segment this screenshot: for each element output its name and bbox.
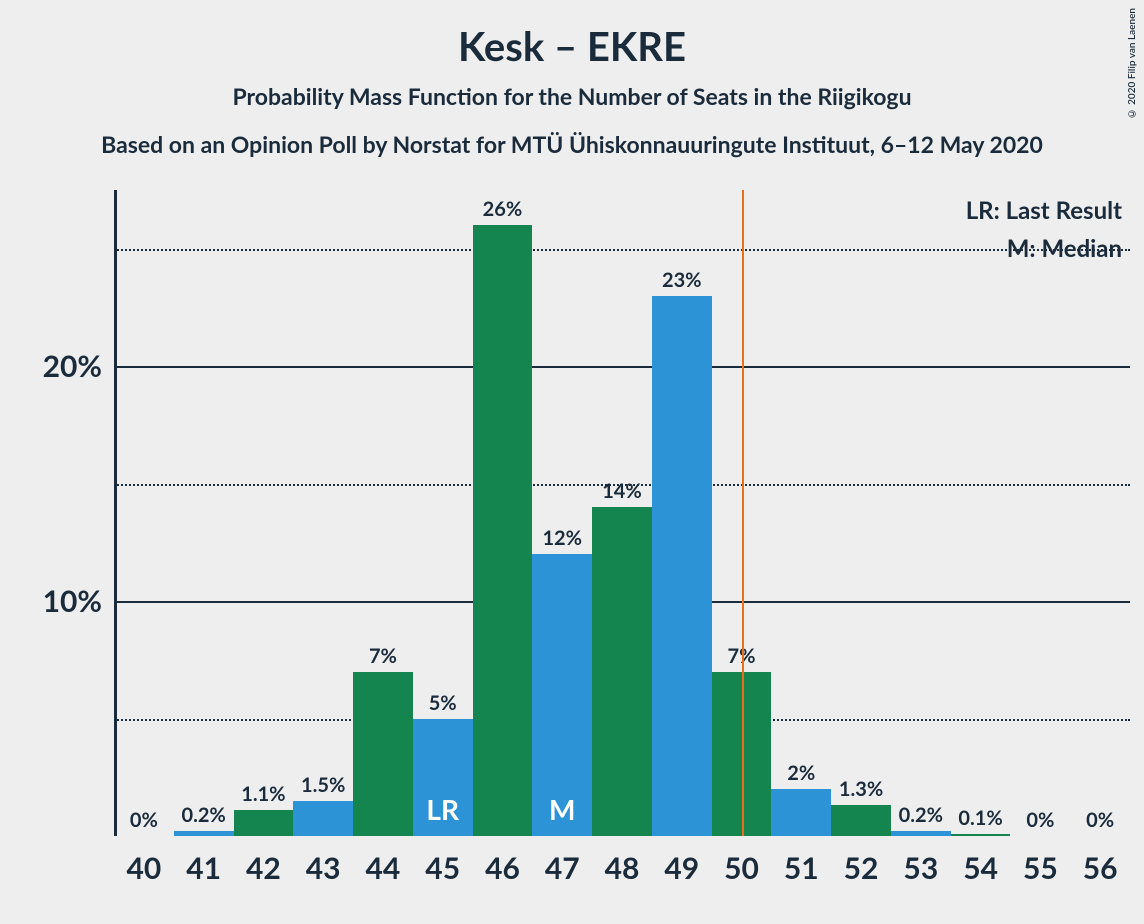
bar: 1.3% <box>831 805 891 836</box>
x-tick-label: 45 <box>413 850 473 886</box>
bar-value-label: 1.5% <box>301 773 345 797</box>
bar-value-label: 14% <box>602 479 642 503</box>
plot-area: 0%0.2%1.1%1.5%7%5%LR26%12%M14%23%7%2%1.3… <box>114 190 1130 836</box>
bar-value-label: 1.3% <box>839 777 883 801</box>
x-tick-label: 55 <box>1010 850 1070 886</box>
y-tick-label: 20% <box>43 348 102 384</box>
bar-value-label: 12% <box>542 526 582 550</box>
x-tick-label: 47 <box>532 850 592 886</box>
bar-value-label: 0% <box>1086 808 1114 832</box>
legend-median: M: Median <box>1007 234 1122 263</box>
bar-slot: 12% M <box>532 190 592 836</box>
chart-subtitle-1: Probability Mass Function for the Number… <box>0 82 1144 110</box>
x-tick-label: 51 <box>771 850 831 886</box>
bar-slot: 1.3% <box>831 190 891 836</box>
x-tick-label: 56 <box>1070 850 1130 886</box>
bar-slot: 7% <box>353 190 413 836</box>
bar-value-label: 0.2% <box>181 803 225 827</box>
bar: 5%LR <box>413 719 473 836</box>
legend-last-result: LR: Last Result <box>966 196 1122 225</box>
x-tick-label: 53 <box>891 850 951 886</box>
bar: 1.1% <box>234 810 294 836</box>
bar: 12%M <box>532 554 592 836</box>
x-tick-label: 43 <box>293 850 353 886</box>
majority-line <box>742 190 744 836</box>
bar-value-label: 2% <box>787 761 815 785</box>
bar: 1.5% <box>293 801 353 836</box>
bar-slot: 1.1% <box>234 190 294 836</box>
bar-slot: 23% <box>652 190 712 836</box>
bar-slot: 2% <box>771 190 831 836</box>
y-tick-label: 10% <box>43 583 102 619</box>
bar-inner-label: LR <box>426 792 459 826</box>
bar-value-label: 7% <box>369 644 397 668</box>
bar-value-label: 0.1% <box>958 806 1002 830</box>
bar-value-label: 0% <box>130 808 158 832</box>
bar: 0.2% <box>891 831 951 836</box>
x-axis-labels: 4041424344454647484950515253545556 <box>114 850 1130 886</box>
bar: 0.1% <box>951 834 1011 836</box>
bar: 14% <box>592 507 652 836</box>
bars-row: 0%0.2%1.1%1.5%7%5%LR26%12%M14%23%7%2%1.3… <box>114 190 1130 836</box>
x-tick-label: 54 <box>951 850 1011 886</box>
bar-slot: 26% <box>473 190 533 836</box>
bar: 23% <box>652 296 712 836</box>
x-tick-label: 48 <box>592 850 652 886</box>
x-tick-label: 52 <box>831 850 891 886</box>
bar-slot: 0% <box>114 190 174 836</box>
bar-slot: 5% LR <box>413 190 473 836</box>
x-tick-label: 40 <box>114 850 174 886</box>
bar-slot: 0.2% <box>891 190 951 836</box>
bar-slot: 0% <box>1070 190 1130 836</box>
bar-value-label: 23% <box>662 268 702 292</box>
bar-value-label: 5% <box>429 691 457 715</box>
bar-slot: 0.2% <box>174 190 234 836</box>
bar: 0.2% <box>174 831 234 836</box>
bar: 2% <box>771 789 831 836</box>
bar-inner-label: M <box>549 792 575 826</box>
x-tick-label: 44 <box>353 850 413 886</box>
bar-slot: 14% <box>592 190 652 836</box>
chart-subtitle-2: Based on an Opinion Poll by Norstat for … <box>0 130 1144 158</box>
bar-slot: 0.1% <box>951 190 1011 836</box>
x-tick-label: 46 <box>473 850 533 886</box>
bar: 7% <box>353 672 413 836</box>
bar-value-label: 0.2% <box>899 803 943 827</box>
bar-slot: 0% <box>1010 190 1070 836</box>
bar-value-label: 1.1% <box>241 782 285 806</box>
bar-value-label: 26% <box>483 197 523 221</box>
bar-value-label: 0% <box>1026 808 1054 832</box>
x-tick-label: 50 <box>712 850 772 886</box>
bar: 26% <box>473 225 533 836</box>
x-tick-label: 42 <box>234 850 294 886</box>
bar-slot: 1.5% <box>293 190 353 836</box>
x-tick-label: 41 <box>174 850 234 886</box>
chart-container: © 2020 Filip van Laenen Kesk – EKRE Prob… <box>0 0 1144 924</box>
x-tick-label: 49 <box>652 850 712 886</box>
chart-title: Kesk – EKRE <box>0 22 1144 70</box>
